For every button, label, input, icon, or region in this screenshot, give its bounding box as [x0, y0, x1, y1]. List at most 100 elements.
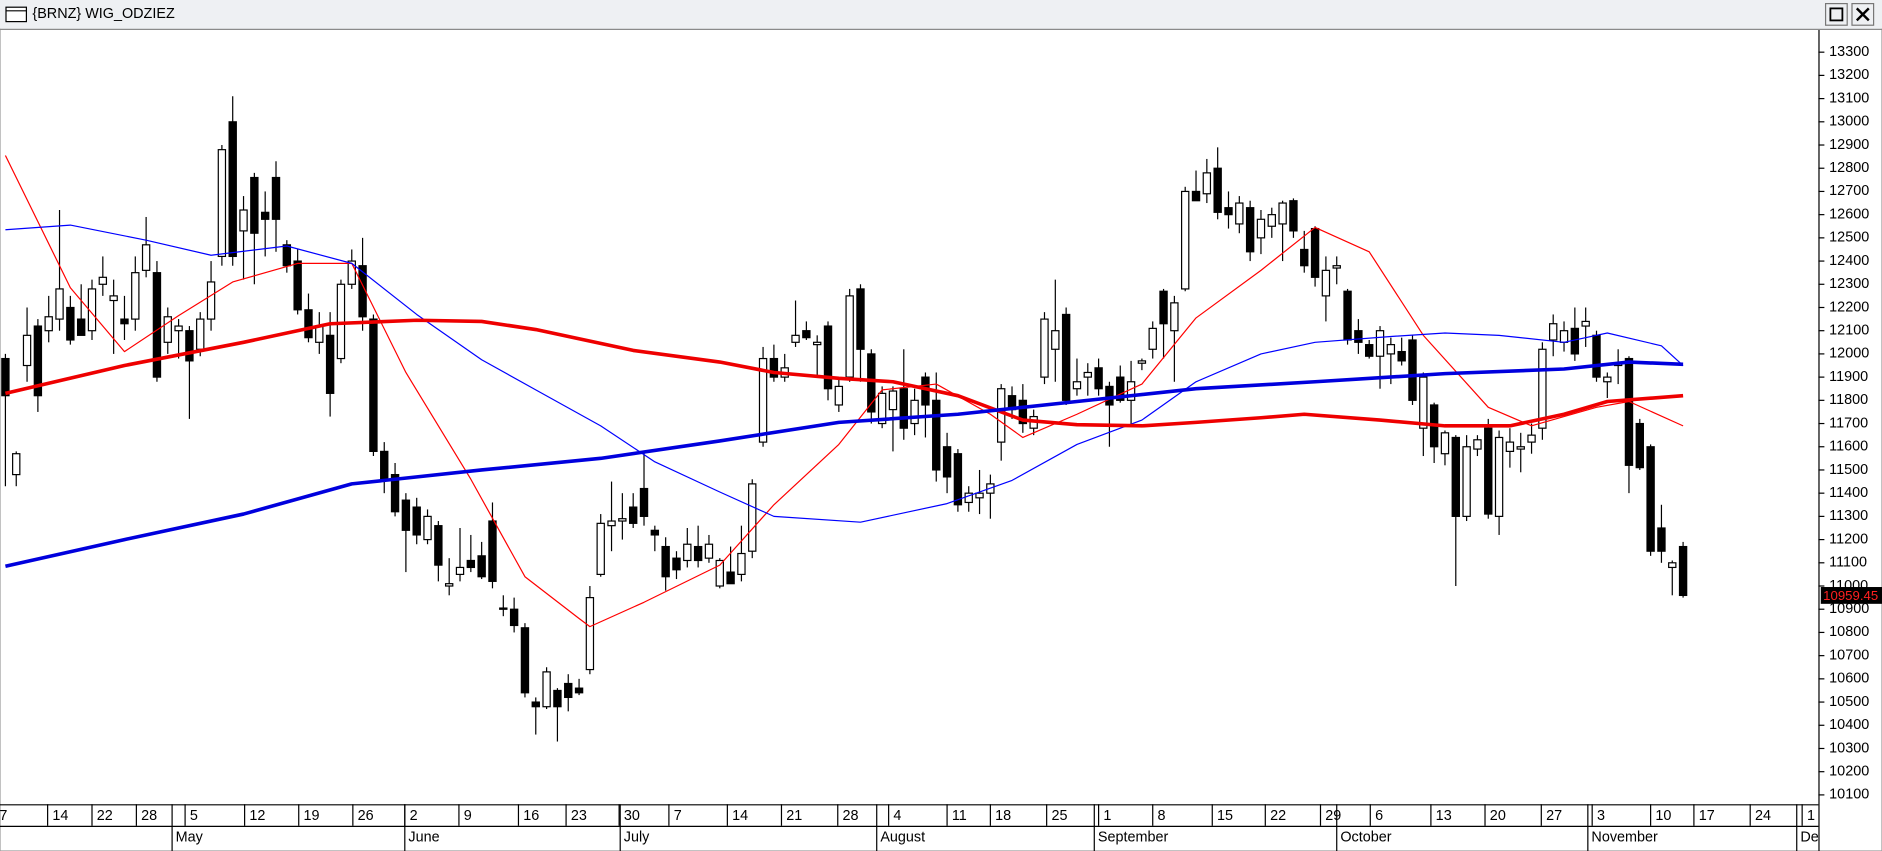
candle-body — [1494, 436, 1504, 517]
candle-body — [1635, 422, 1644, 469]
candle-body — [66, 306, 75, 341]
candle-body — [1646, 446, 1655, 552]
candle-body — [964, 492, 973, 504]
candle-body — [791, 334, 800, 343]
candle-body — [1657, 527, 1666, 552]
candle-body — [867, 353, 876, 413]
y-tick-label: 13300 — [1829, 44, 1869, 60]
last-price-label: 10959.45 — [1823, 588, 1878, 603]
candle-body — [152, 272, 162, 378]
candle-body — [899, 388, 908, 429]
candle-body — [1, 357, 10, 397]
candle-body — [877, 392, 887, 425]
candle-body — [488, 520, 497, 582]
x-tick-label: 7 — [0, 808, 7, 824]
candle-body — [1570, 327, 1580, 355]
y-tick-label: 11300 — [1829, 508, 1868, 524]
x-tick-label: 21 — [786, 808, 802, 824]
candle-body — [672, 557, 681, 571]
candle-body — [412, 506, 421, 536]
month-label: July — [624, 830, 650, 846]
candle-body — [748, 483, 757, 552]
candle-body — [726, 571, 735, 585]
candle-body — [618, 518, 627, 522]
candle-body — [1354, 330, 1363, 343]
candle-body — [401, 499, 411, 531]
y-tick-label: 12500 — [1829, 230, 1869, 246]
candle-body — [1278, 202, 1287, 225]
candle-body — [1018, 399, 1028, 425]
candle-body — [758, 357, 768, 443]
candle-body — [434, 525, 443, 566]
maximize-button[interactable] — [1824, 3, 1848, 26]
candle-body — [1202, 172, 1212, 195]
y-tick-label: 11400 — [1829, 485, 1868, 501]
month-label: De — [1800, 830, 1818, 846]
candle-body — [542, 671, 551, 708]
candle-body — [206, 281, 216, 320]
y-tick-label: 11100 — [1829, 555, 1867, 571]
candle-body — [22, 334, 32, 367]
x-tick-label: 16 — [523, 808, 539, 824]
y-tick-label: 12300 — [1829, 276, 1869, 292]
candle-body — [1148, 327, 1157, 350]
candle-body — [369, 318, 378, 452]
moving-average-line — [4, 155, 1684, 628]
x-tick-label: 24 — [1755, 808, 1771, 824]
candle-body — [531, 701, 540, 708]
candle-body — [1310, 227, 1320, 278]
candle-body — [1462, 446, 1471, 517]
candle-body — [953, 453, 963, 506]
x-tick-label: 25 — [1051, 808, 1067, 824]
y-tick-label: 12100 — [1829, 322, 1869, 338]
candle-body — [315, 325, 324, 343]
x-tick-label: 12 — [249, 808, 265, 824]
x-tick-label: 13 — [1436, 808, 1452, 824]
candle-body — [325, 334, 335, 394]
candle-body — [704, 543, 714, 559]
candle-body — [812, 341, 822, 346]
candle-body — [1505, 441, 1515, 452]
candle-body — [1484, 427, 1493, 515]
x-tick-label: 10 — [1655, 808, 1671, 824]
candle-body — [683, 543, 692, 562]
candle-body — [1668, 562, 1677, 569]
candle-body — [1386, 344, 1396, 355]
x-tick-label: 28 — [141, 808, 157, 824]
candle-body — [932, 399, 941, 471]
candle-body — [1105, 385, 1114, 406]
candle-body — [845, 295, 854, 378]
candle-body — [455, 566, 465, 576]
y-tick-label: 12400 — [1829, 253, 1869, 269]
candle-body — [1440, 432, 1450, 455]
candle-body — [1332, 265, 1341, 269]
candle-body — [390, 474, 400, 513]
candle-body — [1581, 320, 1590, 327]
candle-body — [553, 689, 562, 708]
candle-body — [304, 309, 313, 339]
candle-body — [109, 295, 118, 302]
y-tick-label: 12700 — [1829, 183, 1869, 199]
moving-average-line — [5, 318, 1684, 428]
candle-body — [499, 607, 508, 610]
candle-body — [423, 515, 432, 541]
candle-body — [1321, 269, 1331, 297]
y-tick-label: 11900 — [1829, 369, 1868, 385]
candle-body — [1224, 207, 1233, 216]
candle-body — [1408, 339, 1417, 401]
x-tick-label: 14 — [732, 808, 748, 824]
x-tick-label: 8 — [1158, 808, 1166, 824]
y-tick-label: 10100 — [1829, 787, 1869, 803]
candle-body — [1267, 214, 1276, 227]
candle-body — [33, 325, 43, 397]
candle-body — [163, 316, 172, 343]
candle-body — [250, 176, 259, 234]
candle-body — [55, 288, 64, 320]
x-tick-label: 14 — [52, 808, 68, 824]
y-tick-label: 13100 — [1829, 90, 1869, 106]
x-tick-label: 9 — [464, 808, 472, 824]
y-tick-label: 10800 — [1829, 624, 1869, 640]
candle-body — [239, 209, 248, 232]
close-button[interactable] — [1851, 3, 1875, 26]
